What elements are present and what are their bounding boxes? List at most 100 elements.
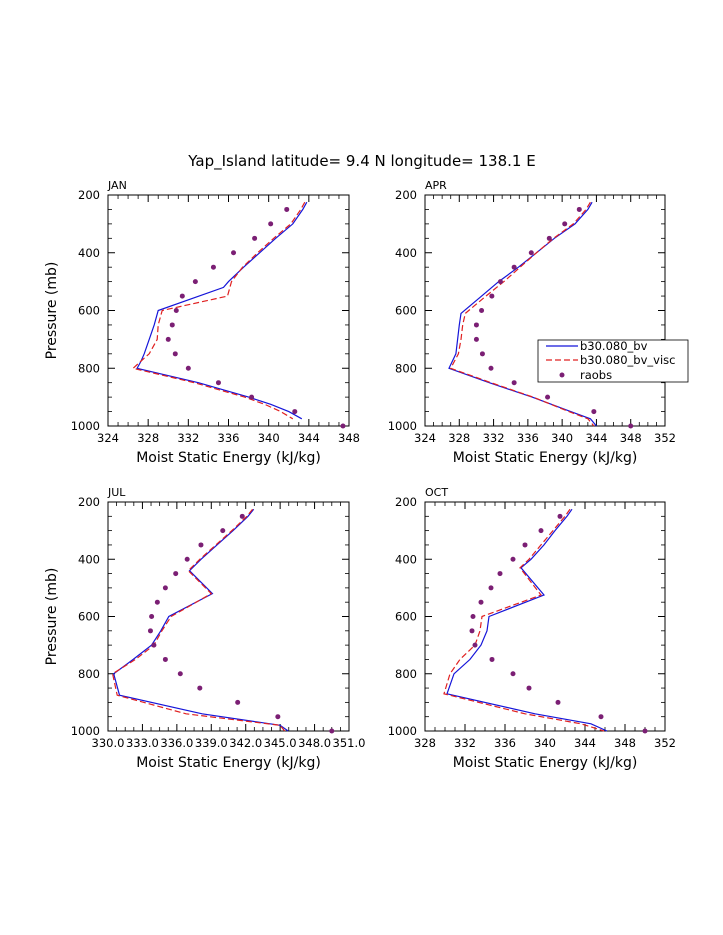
y-tick-label-oct: 200 (395, 495, 417, 509)
raobs-point-apr (576, 206, 582, 212)
y-tick-label-jul: 1000 (71, 724, 100, 738)
legend-box (537, 339, 689, 383)
panel-jul: JUL 330.0 333.0 336.0 339.0 342.0 345.0 348.0 35… (44, 486, 365, 771)
x-tick-label-jul: 342.0 (229, 736, 262, 750)
x-tick-label-jan: 344 (298, 431, 320, 445)
x-tick-label-apr: 352 (654, 431, 676, 445)
raobs-point-jul (275, 714, 281, 720)
y-tick-label-apr: 600 (395, 304, 417, 318)
raobs-point-jan (268, 221, 274, 227)
y-tick-label-oct: 1000 (388, 724, 417, 738)
y-tick-label-jan: 1000 (71, 419, 100, 433)
raobs-point-oct (522, 542, 528, 548)
x-tick-label-oct: 328 (414, 736, 436, 750)
series-line-bv-visc-jan (131, 201, 306, 420)
raobs-point-jan (165, 336, 171, 342)
raobs-point-jul (235, 699, 241, 705)
raobs-point-oct (470, 614, 476, 619)
x-tick-label-jan: 332 (177, 431, 199, 445)
raobs-point-oct (472, 642, 478, 648)
x-tick-label-apr: 348 (620, 431, 642, 445)
raobs-point-apr (511, 264, 517, 270)
raobs-point-jan (192, 279, 198, 285)
raobs-point-oct (555, 699, 561, 705)
x-tick-label-oct: 340 (534, 736, 556, 750)
panel-oct: OCT 328 332 336 340 344 348 352 200 400 600 800 1000… (388, 486, 676, 771)
raobs-point-oct (478, 599, 484, 605)
figure-title: Yap_Island latitude= 9.4 N longitude= 13… (187, 152, 535, 171)
raobs-point-oct (488, 585, 494, 591)
raobs-point-jan (172, 351, 178, 357)
raobs-point-jan (340, 423, 346, 429)
y-tick-label-jan: 200 (78, 188, 100, 202)
raobs-point-oct (510, 671, 516, 677)
raobs-point-apr (473, 322, 479, 328)
y-tick-label-apr: 800 (395, 361, 417, 375)
legend-label-raobs: raobs (580, 368, 612, 382)
x-tick-label-oct: 336 (494, 736, 516, 750)
x-tick-label-jul: 330.0 (92, 736, 125, 750)
x-tick-label-apr: 336 (517, 431, 539, 445)
x-tick-label-jul: 345.0 (264, 736, 297, 750)
series-line-bv-jul (113, 508, 289, 732)
raobs-point-jul (239, 513, 245, 519)
y-tick-label-jan: 600 (78, 304, 100, 318)
raobs-point-jan (169, 322, 175, 328)
x-tick-label-jan: 324 (97, 431, 119, 445)
raobs-point-jan (179, 293, 185, 299)
y-axis-title-jul: Pressure (mb) (44, 568, 60, 666)
raobs-point-jan (215, 380, 221, 386)
raobs-point-oct (557, 513, 563, 519)
y-tick-label-jul: 400 (78, 552, 100, 566)
y-axis-title-jan: Pressure (mb) (44, 262, 60, 360)
series-line-bv-visc-apr (449, 201, 595, 427)
y-tick-label-oct: 400 (395, 552, 417, 566)
raobs-point-apr (528, 250, 534, 256)
x-tick-label-jan: 340 (258, 431, 280, 445)
x-tick-label-jul: 336.0 (160, 736, 193, 750)
raobs-point-apr (497, 279, 503, 285)
raobs-point-oct (489, 656, 495, 662)
panel-label-apr: APR (425, 179, 447, 192)
raobs-point-apr (562, 221, 568, 227)
x-tick-label-apr: 332 (483, 431, 505, 445)
raobs-point-oct (497, 571, 503, 577)
raobs-point-jan (173, 308, 179, 313)
raobs-point-jul (329, 728, 335, 734)
series-line-bv-visc-jul (111, 508, 286, 732)
x-axis-title-jan: Moist Static Energy (kJ/kg) (136, 450, 321, 466)
panel-label-jan: JAN (107, 179, 127, 192)
x-axis-title-jul: Moist Static Energy (kJ/kg) (136, 755, 321, 771)
raobs-point-oct (469, 628, 475, 634)
raobs-point-jul (197, 685, 203, 691)
raobs-point-jan (249, 394, 255, 400)
y-tick-label-oct: 600 (395, 610, 417, 624)
raobs-point-jul (184, 556, 190, 562)
raobs-point-oct (598, 714, 604, 720)
raobs-point-apr (479, 308, 485, 313)
panel-apr: APR 324 328 332 336 340 344 348 352 200 400 600 800 1… (388, 179, 676, 466)
raobs-point-jul (154, 599, 160, 605)
legend-label-bv-visc: b30.080_bv_visc (580, 353, 675, 367)
y-tick-label-jan: 400 (78, 246, 100, 260)
panel-jan: JAN 324 328 332 336 340 344 348 200 400 600 800 1000… (44, 179, 360, 466)
y-tick-label-jul: 200 (78, 495, 100, 509)
raobs-point-jul (220, 528, 226, 534)
raobs-point-jan (210, 264, 216, 270)
panel-label-oct: OCT (425, 486, 448, 499)
raobs-point-apr (473, 336, 479, 342)
y-tick-label-jul: 600 (78, 610, 100, 624)
raobs-point-jan (284, 206, 290, 212)
x-tick-label-apr: 340 (551, 431, 573, 445)
raobs-point-jul (147, 628, 153, 634)
series-line-bv-oct (446, 508, 608, 732)
raobs-point-oct (526, 685, 532, 691)
legend: b30.080_bv b30.080_bv_visc raobs (537, 339, 689, 383)
x-tick-label-jul: 339.0 (195, 736, 228, 750)
panels-group: JAN 324 328 332 336 340 344 348 200 400 600 800 1000… (44, 179, 676, 771)
raobs-point-jul (198, 542, 204, 548)
raobs-point-apr (511, 380, 517, 386)
x-tick-label-jan: 328 (137, 431, 159, 445)
x-axis-title-apr: Moist Static Energy (kJ/kg) (453, 450, 638, 466)
